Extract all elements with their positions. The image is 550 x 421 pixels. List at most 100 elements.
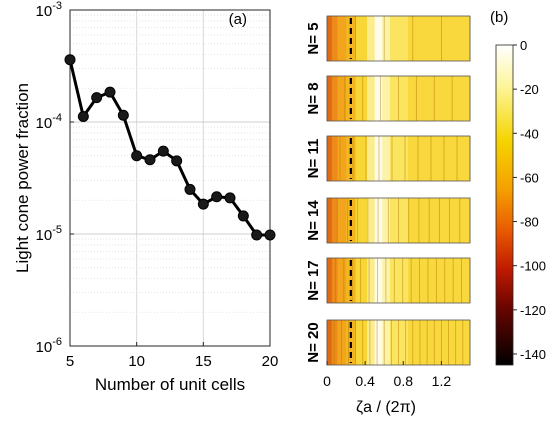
- heatmap-cell: [388, 320, 390, 365]
- heatmap-cell: [357, 136, 359, 181]
- heatmap-cell: [330, 258, 333, 303]
- heatmap-cell: [453, 76, 456, 121]
- heatmap-cell: [383, 136, 385, 181]
- heatmap-cell: [387, 320, 389, 365]
- heatmap-cell: [457, 16, 460, 61]
- heatmap-cell: [433, 198, 436, 243]
- data-point: [237, 210, 249, 222]
- heatmap-cell: [356, 136, 359, 181]
- heatmap-cell: [398, 320, 400, 365]
- heatmap-cell: [462, 136, 464, 181]
- heatmap-row: N= 8: [305, 75, 471, 122]
- heatmap-cell: [336, 76, 338, 121]
- heatmap-cell: [351, 136, 354, 181]
- heatmap-cell: [456, 258, 459, 303]
- heatmap-cell: [407, 258, 409, 303]
- heatmap-cell: [357, 258, 359, 303]
- heatmap-cell: [359, 16, 361, 61]
- heatmap-cell: [426, 76, 428, 121]
- heatmap-cell: [451, 16, 454, 61]
- heatmap-cell: [411, 136, 414, 181]
- heatmap-cell: [383, 198, 385, 243]
- heatmap-cell: [417, 320, 420, 365]
- heatmap-cell: [378, 320, 380, 365]
- heatmap-cell: [344, 16, 346, 61]
- heatmap-cell: [440, 258, 442, 303]
- heatmap-cell: [449, 320, 452, 365]
- heatmap-cell: [328, 136, 331, 181]
- heatmap-cell: [379, 258, 381, 303]
- heatmap-cell: [453, 198, 456, 243]
- heatmap-cell: [367, 76, 370, 121]
- heatmap-cell: [460, 198, 462, 243]
- heatmap-cell: [409, 198, 412, 243]
- heatmap-rows: N= 5 N= 8 N= 11 N= 14 N= 17 N= 20: [305, 15, 471, 366]
- heatmap-cell: [361, 16, 363, 61]
- colorbar-tick-label: -80: [520, 215, 539, 230]
- heatmap-cell: [393, 16, 396, 61]
- data-point: [211, 191, 223, 203]
- heatmap-cell: [395, 136, 398, 181]
- heatmap-cell: [342, 76, 344, 121]
- heatmap-cell: [403, 76, 405, 121]
- heatmap-cell: [375, 76, 378, 121]
- heatmap-cell: [372, 198, 375, 243]
- heatmap-cell: [431, 76, 434, 121]
- heatmap-cell: [401, 258, 403, 303]
- heatmap-cell: [327, 320, 329, 365]
- heatmap-cell: [381, 320, 383, 365]
- heatmap-cell: [437, 136, 440, 181]
- y-tick-label: 10-5: [36, 224, 62, 244]
- heatmap-cell: [445, 258, 447, 303]
- heatmap-cell: [333, 198, 336, 243]
- heatmap-cell: [456, 198, 459, 243]
- heatmap-cell: [410, 320, 413, 365]
- heatmap-cell: [460, 76, 462, 121]
- heatmap-cell: [347, 320, 349, 365]
- heatmap-cell: [462, 16, 464, 61]
- heatmap-cell: [449, 320, 451, 365]
- heatmap-cell: [426, 136, 428, 181]
- heatmap-cell: [388, 258, 390, 303]
- heatmap-cell: [458, 198, 461, 243]
- heatmap-cell: [347, 16, 350, 61]
- heatmap-cell: [428, 136, 430, 181]
- heatmap-cell: [394, 198, 397, 243]
- heatmap-cell: [440, 76, 442, 121]
- heatmap-cell: [407, 76, 409, 121]
- heatmap-cell: [347, 258, 350, 303]
- heatmap-cell: [338, 76, 340, 121]
- heatmap-cell: [466, 76, 468, 121]
- heatmap-cell: [394, 76, 397, 121]
- heatmap-cell: [436, 16, 439, 61]
- heatmap-cell: [357, 76, 359, 121]
- heatmap-cell: [421, 16, 423, 61]
- heatmap-cell: [409, 258, 412, 303]
- heatmap-cell: [427, 320, 429, 365]
- heatmap-cell: [461, 16, 463, 61]
- heatmap-cell: [393, 76, 396, 121]
- x-tick-label: 5: [66, 353, 74, 370]
- heatmap-cell: [452, 320, 455, 365]
- heatmap-cell: [439, 198, 441, 243]
- heatmap-cell: [353, 136, 356, 181]
- heatmap-cell: [393, 320, 396, 365]
- heatmap-cell: [364, 320, 366, 365]
- heatmap-cell: [368, 136, 371, 181]
- heatmap-cell: [337, 198, 339, 243]
- heatmap-cell: [358, 16, 360, 61]
- heatmap-cell: [351, 16, 354, 61]
- heatmap-cell: [379, 198, 381, 243]
- heatmap-cell: [401, 76, 403, 121]
- heatmap-cell: [407, 198, 409, 243]
- heatmap-cell: [448, 76, 450, 121]
- heatmap-cell: [427, 76, 429, 121]
- heatmap-cell: [341, 76, 343, 121]
- heatmap-cell: [342, 258, 344, 303]
- heatmap-cell: [441, 198, 443, 243]
- y-tick-label: 10-3: [36, 0, 62, 20]
- heatmap-cell: [446, 198, 448, 243]
- heatmap-cell: [415, 258, 418, 303]
- heatmap-cell: [338, 258, 340, 303]
- colorbar: [495, 44, 514, 366]
